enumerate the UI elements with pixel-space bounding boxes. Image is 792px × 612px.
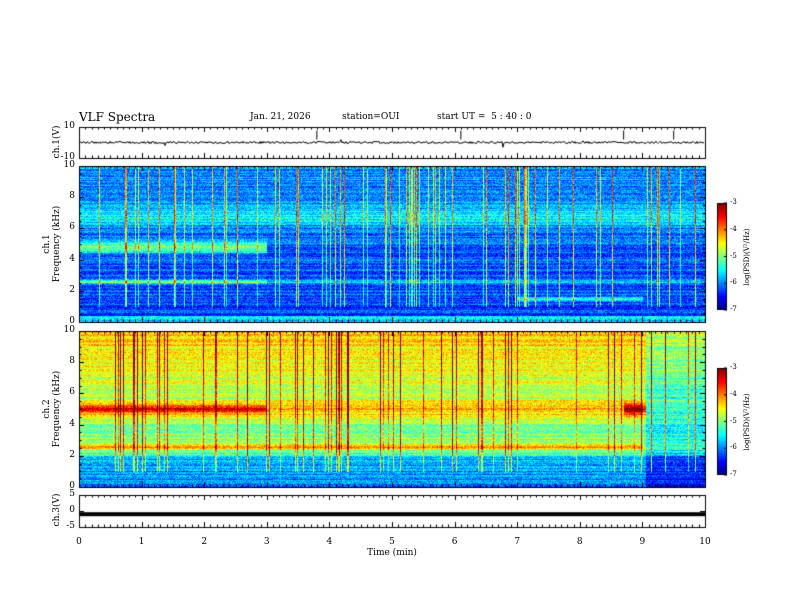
colorbar-tick-label: -7	[730, 470, 737, 478]
x-tick-label: 3	[263, 537, 270, 547]
start-time-label: start UT = 5 : 40 : 0	[437, 112, 532, 122]
y-tick-label: 0	[69, 316, 75, 326]
x-tick-label: 9	[639, 537, 646, 547]
y-tick-label: 6	[69, 387, 75, 398]
chart-title: VLF Spectra	[79, 110, 156, 124]
x-tick-label: 7	[514, 537, 521, 547]
x-axis-label: Time (min)	[367, 548, 417, 558]
y-tick-label: 10	[63, 325, 75, 335]
ch3-voltage-ylabel: ch.3(V)	[52, 493, 62, 527]
colorbar-tick-label: -5	[730, 416, 737, 425]
x-tick-label: 10	[699, 537, 711, 547]
y-tick-label: 8	[69, 191, 75, 202]
station-label: station=OUI	[342, 112, 400, 122]
ch2-frequency-ylabel: ch.2 Frequency (kHz)	[42, 370, 62, 448]
x-tick-label: 5	[389, 537, 395, 547]
colorbar-tick-label: -6	[730, 443, 737, 452]
y-tick-label: 2	[69, 284, 75, 295]
y-tick-label: 4	[69, 253, 75, 264]
x-tick-label: 4	[326, 537, 333, 547]
y-tick-label: 2	[69, 449, 75, 460]
colorbar-tick-label: -4	[730, 389, 737, 398]
x-tick-label: 6	[451, 537, 458, 547]
y-tick-label: 5	[69, 489, 75, 499]
colorbar-label: log(PSD)(V²/Hz)	[743, 228, 751, 285]
colorbar-tick-label: -3	[730, 363, 737, 371]
x-tick-label: 1	[138, 537, 145, 547]
colorbar-label: log(PSD)(V²/Hz)	[743, 393, 751, 450]
x-tick-label: 0	[76, 537, 82, 547]
y-tick-label: 6	[69, 222, 75, 233]
y-tick-label: -5	[66, 521, 75, 531]
date-label: Jan. 21, 2026	[250, 112, 311, 122]
colorbar-tick-label: -5	[730, 251, 737, 260]
y-tick-label: 8	[69, 356, 75, 367]
y-tick-label: 10	[63, 160, 75, 170]
ch1-frequency-ylabel: ch.1 Frequency (kHz)	[42, 205, 62, 283]
x-tick-label: 2	[201, 537, 208, 547]
y-tick-label: 0	[69, 481, 75, 491]
colorbar-tick-label: -3	[730, 198, 737, 206]
x-tick-label: 8	[576, 537, 583, 547]
y-tick-label: 4	[69, 418, 75, 429]
y-tick-label: -10	[60, 152, 76, 162]
y-tick-label: 10	[63, 121, 75, 131]
y-tick-label: 0	[69, 505, 75, 515]
colorbar-tick-label: -6	[730, 278, 737, 287]
colorbar-tick-label: -7	[730, 305, 737, 313]
colorbar-tick-label: -4	[730, 224, 737, 233]
